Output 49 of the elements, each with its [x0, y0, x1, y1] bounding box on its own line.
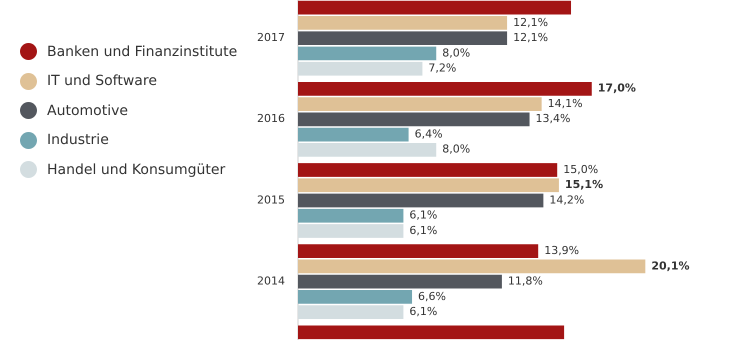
bar — [298, 274, 502, 289]
bar — [298, 142, 436, 157]
y-tick-label: 2014 — [257, 274, 285, 288]
data-label: 13,9% — [544, 244, 580, 258]
bar — [298, 260, 646, 274]
data-label: 13,4% — [536, 112, 571, 126]
bar — [298, 112, 530, 126]
bar — [298, 194, 544, 208]
bar — [298, 16, 508, 30]
bar — [298, 82, 592, 96]
data-label: 6,1% — [409, 305, 438, 318]
bar — [298, 97, 542, 111]
data-label: 8,0% — [442, 46, 470, 60]
bar — [298, 128, 409, 142]
bar — [298, 31, 508, 46]
y-tick-label: 2016 — [257, 112, 285, 126]
data-label: 8,0% — [442, 142, 470, 156]
data-label: 6,6% — [418, 290, 446, 303]
bar — [298, 290, 412, 304]
data-label: 12,1% — [513, 31, 548, 44]
legend-label: IT und Software — [47, 73, 157, 90]
y-tick-label: 2015 — [257, 193, 285, 206]
data-label: 6,1% — [409, 208, 438, 222]
bar — [298, 0, 572, 15]
data-label: 15,1% — [564, 178, 604, 192]
data-label: 6,1% — [409, 224, 438, 237]
y-tick-label: 2017 — [257, 31, 285, 44]
legend-label: Banken und Finanzinstitute — [47, 44, 238, 60]
bar — [298, 178, 559, 192]
legend-label: Industrie — [47, 132, 109, 148]
data-label: 20,1% — [651, 259, 690, 272]
data-label: 7,2% — [428, 62, 456, 75]
bar — [298, 305, 404, 320]
data-label: 6,4% — [414, 127, 443, 140]
bar — [298, 46, 436, 60]
bar — [298, 62, 422, 76]
legend-label: Automotive — [47, 102, 128, 119]
data-label: 14,2% — [549, 193, 584, 206]
bar — [298, 163, 558, 177]
bar — [298, 224, 404, 238]
data-label: 14,1% — [548, 96, 583, 110]
bar — [298, 208, 404, 223]
data-label: 17,0% — [598, 82, 636, 95]
data-label: 12,1% — [513, 16, 548, 29]
data-label: 15,0% — [563, 162, 598, 176]
bar — [298, 325, 564, 340]
bar — [298, 244, 538, 258]
legend-label: Handel und Konsumgüter — [47, 162, 226, 178]
data-label: 11,8% — [508, 274, 543, 288]
